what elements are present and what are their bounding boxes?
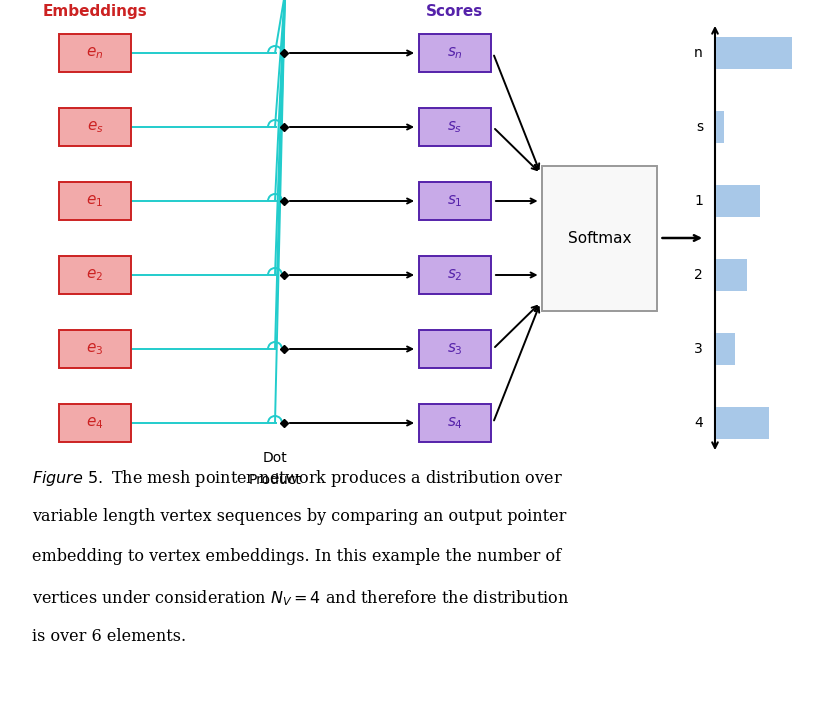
Bar bbox=[419, 108, 491, 146]
Text: Product: Product bbox=[249, 473, 301, 487]
Bar bbox=[716, 333, 735, 365]
Text: $s_{4}$: $s_{4}$ bbox=[447, 415, 463, 431]
Bar bbox=[419, 330, 491, 368]
Bar bbox=[716, 259, 747, 290]
Text: $s_{3}$: $s_{3}$ bbox=[447, 341, 463, 357]
Bar bbox=[59, 182, 131, 220]
Text: $e_{n}$: $e_{n}$ bbox=[87, 45, 104, 61]
Text: $s_{n}$: $s_{n}$ bbox=[447, 45, 463, 61]
Text: n: n bbox=[694, 46, 703, 60]
Bar bbox=[716, 111, 725, 143]
Bar bbox=[59, 404, 131, 442]
Text: vertices under consideration $N_V = 4$ and therefore the distribution: vertices under consideration $N_V = 4$ a… bbox=[32, 588, 569, 608]
Text: is over 6 elements.: is over 6 elements. bbox=[32, 628, 186, 645]
Text: Softmax: Softmax bbox=[568, 231, 631, 245]
Text: $e_{3}$: $e_{3}$ bbox=[87, 341, 104, 357]
Bar bbox=[59, 34, 131, 72]
Text: s: s bbox=[696, 120, 703, 134]
Bar bbox=[419, 34, 491, 72]
Text: $\it{Figure\ 5.}$ The mesh pointer network produces a distribution over: $\it{Figure\ 5.}$ The mesh pointer netwo… bbox=[32, 468, 562, 489]
Bar bbox=[419, 256, 491, 294]
Text: $e_{2}$: $e_{2}$ bbox=[87, 267, 103, 283]
Text: $s_{1}$: $s_{1}$ bbox=[447, 193, 463, 209]
Text: Scores: Scores bbox=[426, 4, 483, 19]
Bar bbox=[542, 165, 657, 311]
Text: Dot: Dot bbox=[263, 451, 287, 465]
Text: 2: 2 bbox=[694, 268, 703, 282]
Text: $s_{2}$: $s_{2}$ bbox=[447, 267, 463, 283]
Text: embedding to vertex embeddings. In this example the number of: embedding to vertex embeddings. In this … bbox=[32, 548, 561, 565]
Bar bbox=[716, 408, 769, 438]
Bar bbox=[419, 404, 491, 442]
Bar bbox=[716, 37, 793, 68]
Bar bbox=[419, 182, 491, 220]
Bar bbox=[716, 186, 760, 216]
Text: 1: 1 bbox=[694, 194, 703, 208]
Text: 4: 4 bbox=[694, 416, 703, 430]
Text: $s_{s}$: $s_{s}$ bbox=[448, 119, 463, 135]
Text: 3: 3 bbox=[694, 342, 703, 356]
Text: $e_{1}$: $e_{1}$ bbox=[87, 193, 103, 209]
Text: $e_{s}$: $e_{s}$ bbox=[87, 119, 103, 135]
Bar bbox=[59, 108, 131, 146]
Text: variable length vertex sequences by comparing an output pointer: variable length vertex sequences by comp… bbox=[32, 508, 567, 525]
Text: Embeddings: Embeddings bbox=[42, 4, 147, 19]
Text: $e_{4}$: $e_{4}$ bbox=[87, 415, 104, 431]
Bar bbox=[59, 330, 131, 368]
Bar bbox=[59, 256, 131, 294]
